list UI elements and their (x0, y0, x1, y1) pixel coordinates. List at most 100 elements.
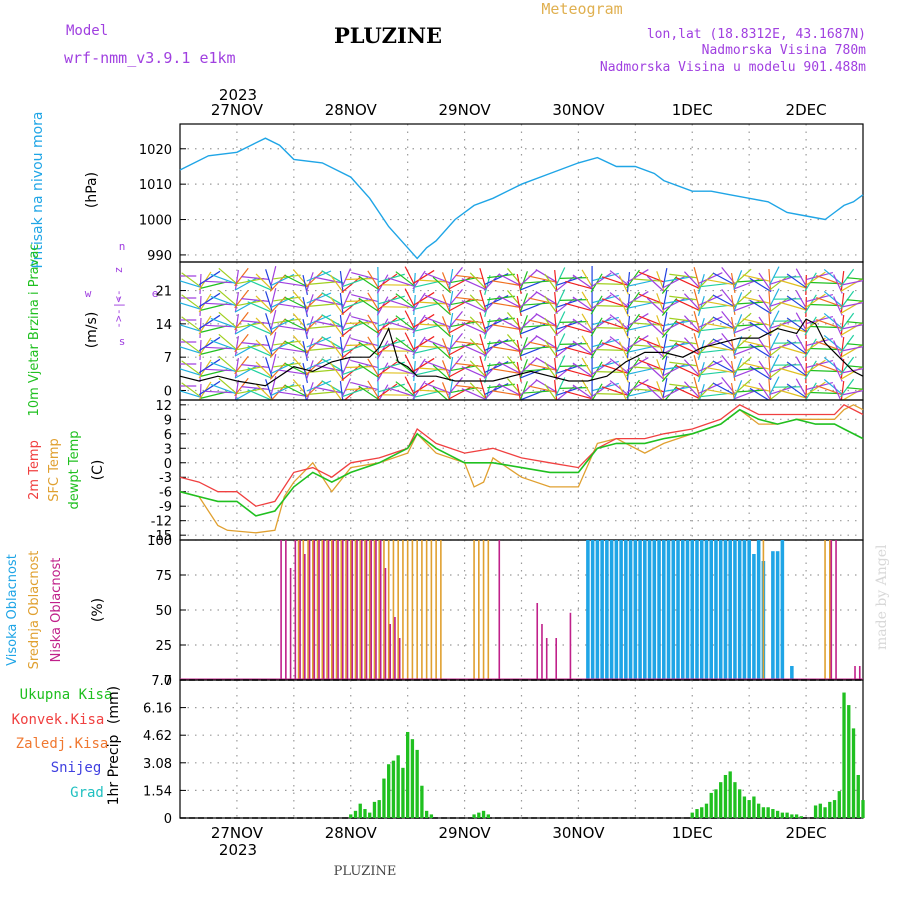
wind-barb (697, 382, 715, 400)
wind-barb (693, 355, 701, 375)
wind-barb (779, 367, 806, 377)
wind-barb (693, 311, 701, 331)
wind-barb (448, 320, 472, 334)
cloud-bar (619, 540, 623, 680)
precip-bar (742, 796, 747, 818)
wind-ylabel: 10m Vjetar Brzina i Pravac (27, 244, 42, 417)
wind-barb (341, 268, 352, 288)
wind-barb (638, 315, 664, 327)
wind-barb (590, 360, 612, 376)
wind-barb (804, 293, 826, 309)
wind-barb (270, 266, 277, 286)
bottom-date-axis: 27NOV 28NOV 29NOV 30NOV 1DEC 2DEC (211, 824, 827, 842)
wind-barb (758, 338, 772, 358)
wind-barb (367, 358, 380, 378)
wind-barb (519, 293, 528, 313)
precip-unit: (mm) (106, 686, 122, 724)
wind-key-glyph: <- (112, 289, 125, 302)
wind-barb (632, 366, 661, 370)
precip-bar (799, 816, 804, 818)
wind-barb (479, 268, 487, 288)
wind-barb (198, 314, 221, 330)
wind-barb (234, 291, 239, 313)
cloud-bar (737, 540, 742, 680)
wind-barb (555, 364, 575, 380)
wind-barb (733, 314, 743, 334)
y-tick-label: -12 (151, 515, 172, 530)
wind-barb (565, 302, 592, 312)
wind-barb (768, 310, 780, 330)
precip-bar (424, 810, 429, 818)
wind-barb (358, 275, 380, 291)
wind-barb (528, 341, 556, 349)
wind-barb (491, 302, 520, 308)
wind-barb (646, 275, 665, 293)
cloud-bar (304, 554, 306, 680)
wind-barb (840, 336, 845, 358)
wind-barb (418, 279, 447, 283)
cloud-bar (392, 540, 395, 680)
wind-barb (842, 301, 863, 308)
wind-barb (705, 322, 734, 330)
y-tick-label: 12 (155, 399, 172, 414)
wind-barb (461, 366, 486, 378)
wind-barb (305, 316, 314, 336)
wind-barb (491, 368, 520, 374)
wind-barb (609, 314, 630, 330)
wind-barb (556, 386, 575, 400)
precip-bar (709, 792, 713, 818)
cloud-bar (354, 540, 357, 680)
wind-barb (565, 390, 592, 400)
cloud-bar (671, 540, 676, 680)
legend-ice-precip: Zaledj.Kisa (16, 736, 109, 752)
wind-barb (448, 386, 472, 400)
wind-barb (555, 342, 575, 358)
wind-barb (351, 359, 378, 369)
wind-barb (693, 289, 701, 309)
pressure-ylabel: Pritisak na nivou mora (30, 111, 46, 268)
wind-barb (418, 301, 447, 305)
wind-barb (596, 283, 625, 285)
cloud-bar (280, 540, 282, 680)
wind-barb (590, 316, 612, 332)
wind-barb (662, 311, 668, 333)
precip-bar (766, 807, 770, 818)
wind-barb (749, 299, 772, 315)
temperature-panel: 2m Temp SFC Temp dewpt Temp (C) -15-12-9… (27, 399, 864, 544)
precip-bar (842, 692, 846, 818)
wind-barb (554, 379, 558, 400)
cloud-bar (478, 540, 480, 680)
cloud-bar (416, 540, 418, 680)
wind-barb (846, 365, 863, 368)
cloud-bar (569, 612, 572, 680)
wind-barb (768, 290, 771, 312)
cloud-bar (312, 540, 314, 680)
wind-barb (749, 277, 772, 293)
cloud-bar (359, 540, 362, 680)
cloud-bar (624, 540, 628, 680)
wind-barb (737, 279, 766, 283)
wind-barb (705, 278, 734, 286)
cloud-bar (327, 540, 330, 680)
wind-barb (544, 295, 558, 315)
cloud-bar (430, 540, 433, 680)
mid-cloud-ylabel: Srednja Oblacnost (27, 551, 42, 670)
wind-barb (487, 317, 515, 323)
wind-barb (555, 276, 575, 292)
cloud-bar (699, 540, 704, 680)
wind-barb (498, 295, 522, 309)
cloud-bar (364, 540, 366, 680)
cloud-bar (733, 540, 737, 680)
wind-barb (840, 270, 845, 292)
wind-barb (210, 273, 236, 285)
cloud-bar (308, 540, 311, 680)
wind-barb (628, 389, 656, 397)
wind-barb (786, 339, 808, 355)
wind-barb (804, 359, 826, 375)
wind-barb (314, 298, 342, 306)
wind-barb (387, 365, 414, 375)
wind-barb (395, 315, 416, 331)
wind-barb (842, 279, 863, 286)
cloud-bar (389, 624, 391, 680)
wind-barb (840, 300, 863, 314)
